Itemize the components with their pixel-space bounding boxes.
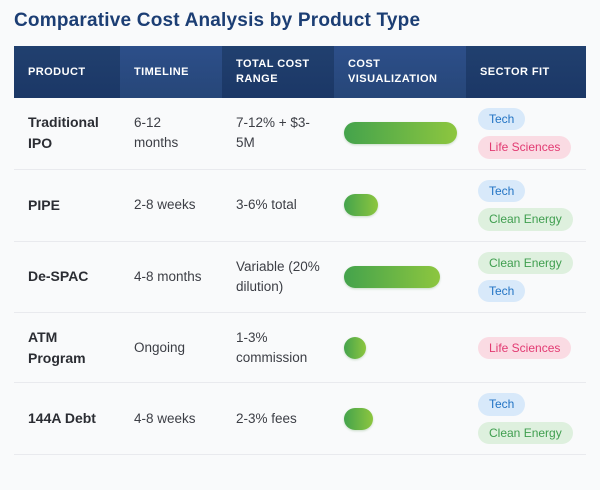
table-row: De-SPAC 4-8 months Variable (20% dilution)… (14, 242, 586, 314)
sector-fit-cell: Tech Clean Energy (466, 179, 586, 231)
column-header-cost-visualization: COST VISUALIZATION (334, 46, 466, 98)
cost-visualization-cell (334, 122, 466, 145)
sector-badge: Clean Energy (478, 251, 573, 274)
product-cell: ATM Program (28, 328, 86, 366)
column-header-sector-fit: SECTOR FIT (466, 46, 586, 98)
sector-badge: Tech (478, 108, 526, 131)
cost-range-cell: 2-3% fees (236, 410, 297, 426)
cost-range-cell: Variable (20% dilution) (236, 258, 320, 294)
page-title: Comparative Cost Analysis by Product Typ… (14, 10, 421, 31)
timeline-cell: 4-8 months (134, 268, 202, 284)
table-row: ATM Program Ongoing 1-3% commission Life Sc… (14, 313, 586, 384)
cost-bar (344, 265, 440, 288)
sector-badge: Clean Energy (478, 208, 573, 231)
cost-range-cell: 7-12% + $3-5M (236, 115, 310, 151)
sector-badge: Life Sciences (478, 136, 572, 159)
product-cell: De-SPAC (28, 268, 89, 285)
table-row: Traditional IPO 6-12 months 7-12% + $3-5M T… (14, 98, 586, 170)
cost-visualization-cell (334, 407, 466, 430)
sector-fit-cell: Tech Clean Energy (466, 393, 586, 445)
cost-range-cell: 3-6% total (236, 197, 297, 213)
sector-badge: Tech (478, 279, 526, 303)
column-header-total-cost-range: TOTAL COST RANGE (222, 46, 334, 98)
cost-analysis-table: PRODUCT TIMELINE TOTAL COST RANGE COST V… (14, 46, 586, 456)
table-row: PIPE 2-8 weeks 3-6% total Tech Clean Energy (14, 170, 586, 242)
sector-fit-cell: Tech Life Sciences (466, 108, 586, 159)
timeline-cell: 6-12 months (134, 115, 179, 151)
table-row: 144A Debt 4-8 weeks 2-3% fees Tech Clean Ene… (14, 383, 586, 456)
product-cell: Traditional IPO (28, 114, 99, 152)
column-header-product: PRODUCT (14, 46, 120, 98)
sector-badge: Clean Energy (478, 421, 573, 445)
table-header: PRODUCT TIMELINE TOTAL COST RANGE COST V… (14, 46, 586, 98)
sector-fit-cell: Life Sciences (466, 336, 586, 360)
table-body: Traditional IPO 6-12 months 7-12% + $3-5M T… (14, 98, 586, 456)
sector-badge: Tech (478, 179, 526, 203)
cost-bar (344, 336, 366, 359)
sector-fit-cell: Clean Energy Tech (466, 251, 586, 303)
cost-visualization-cell (334, 265, 466, 288)
column-header-timeline: TIMELINE (120, 46, 222, 98)
cost-visualization-cell (334, 336, 466, 359)
cost-bar (344, 122, 457, 145)
cost-bar (344, 194, 378, 217)
sector-badge: Life Sciences (478, 336, 572, 360)
product-cell: PIPE (28, 196, 60, 213)
cost-range-cell: 1-3% commission (236, 329, 308, 365)
cost-visualization-cell (334, 194, 466, 217)
timeline-cell: 2-8 weeks (134, 197, 196, 213)
cost-bar (344, 407, 373, 430)
sector-badge: Tech (478, 393, 526, 416)
timeline-cell: Ongoing (134, 339, 186, 355)
product-cell: 144A Debt (28, 410, 96, 427)
timeline-cell: 4-8 weeks (134, 410, 196, 426)
